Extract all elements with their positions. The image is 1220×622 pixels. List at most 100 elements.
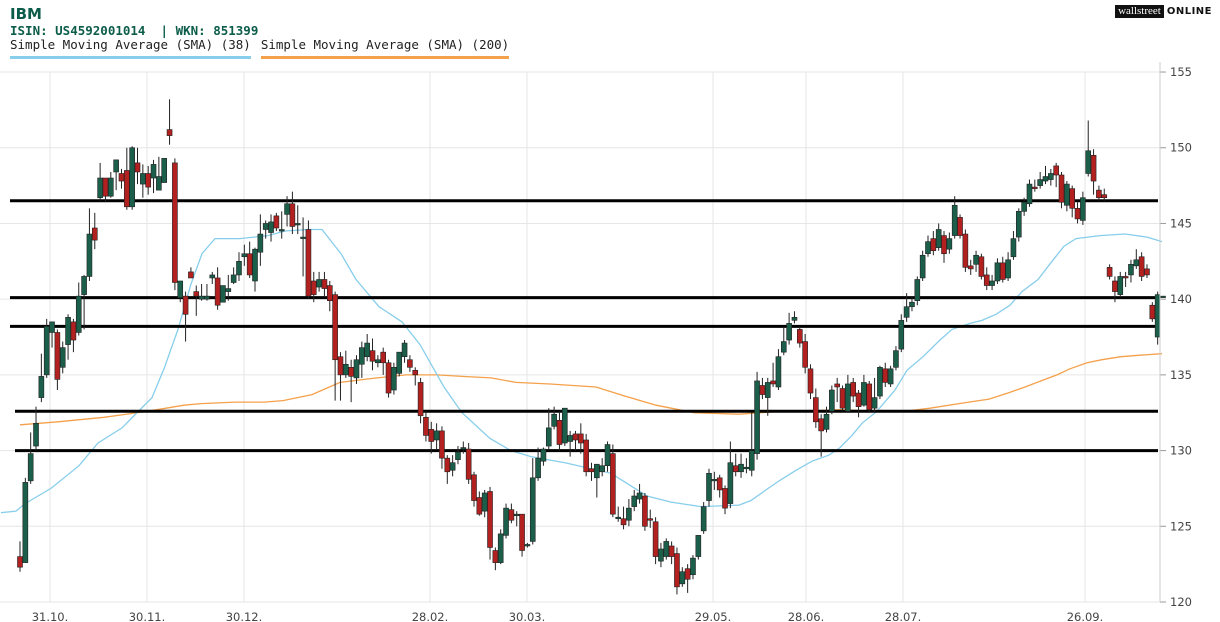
candle-body [230,274,237,283]
candle [284,196,290,227]
candle-body [652,521,659,557]
candle-body [930,238,937,252]
candle-body [65,317,71,345]
candle [22,477,29,563]
candle [273,212,280,232]
candle [1085,120,1092,177]
candle [962,229,969,272]
candle-body [1021,201,1027,212]
candle [252,247,258,292]
candle [492,547,499,571]
x-tick-label: 26.09. [1067,610,1104,622]
y-tick-label: 150 [1170,141,1192,155]
candle-body [989,280,995,286]
candle [636,483,643,504]
candle [65,314,71,360]
candle-body [914,279,921,301]
candle-body [385,362,392,394]
instrument-identifiers: ISIN: US4592001014 | WKN: 851399 [10,23,259,38]
candle-body [86,233,93,277]
candle-body [706,472,712,501]
candle-body [145,173,151,188]
candle-body [476,497,483,515]
candle-body [268,221,274,233]
candle-body [246,253,253,276]
candle-body [150,164,157,179]
candle-body [161,158,168,183]
candle [594,463,600,498]
candle-body [834,383,840,388]
candle [86,208,93,281]
candle [855,390,862,418]
candle [140,164,146,198]
candle [380,347,386,375]
candle [27,432,34,484]
candle-body [97,177,103,199]
candle-body [850,382,857,397]
candle-body [481,492,488,512]
y-tick-label: 120 [1170,595,1192,609]
candle-body [615,516,622,520]
candle-body [54,332,61,380]
candle [241,244,248,266]
candle [764,377,771,416]
candle-body [551,413,557,427]
candle-body [1005,259,1011,279]
candle-body [839,388,846,409]
chart-grid [0,71,1160,603]
candle [567,430,573,457]
candle [375,355,381,368]
candle [588,462,595,481]
candle [1005,252,1011,281]
candle-body [594,463,600,479]
candle [134,147,141,185]
candle-body [407,359,413,368]
candle [188,267,194,279]
candle [551,406,557,430]
x-tick-label: 31.10. [32,610,69,622]
candle-body [770,380,776,385]
x-tick-label: 30.11. [129,610,166,622]
candle-body [455,451,461,460]
chart-legend: Simple Moving Average (SMA) (38) Simple … [10,37,519,59]
candle-body [38,376,45,398]
candle-body [348,366,354,377]
candle-body [877,366,883,397]
candle [802,333,808,374]
candle-body [43,326,50,376]
candle-body [519,513,525,551]
candle [471,471,477,507]
candle [909,296,915,312]
candle [722,485,728,515]
candle [759,377,766,400]
candle-body [1058,174,1065,203]
candle [732,453,739,477]
candle [861,374,867,407]
candle-body [893,350,899,368]
candle [278,211,285,239]
candle-body [166,129,173,136]
candle-body [188,271,194,279]
candle [700,502,707,534]
candle-body [59,347,66,368]
candle-body [994,262,1001,282]
candle [1074,202,1081,224]
candle-body [1133,259,1140,267]
y-tick-label: 130 [1170,444,1192,458]
candle [1037,171,1043,189]
candle-body [797,329,803,344]
candle-body [700,506,707,532]
candle-body [780,341,787,353]
candle [236,252,242,281]
candle-body [909,301,915,308]
candle-body [300,236,306,239]
candle-body [27,453,34,482]
candle-body [1032,186,1038,189]
candle-body [156,176,162,191]
legend-item-sma38[interactable]: Simple Moving Average (SMA) (38) [10,37,251,59]
candle [1112,276,1118,303]
candle [59,341,66,374]
candle-body [743,466,750,470]
legend-item-sma200[interactable]: Simple Moving Average (SMA) (200) [260,37,510,59]
